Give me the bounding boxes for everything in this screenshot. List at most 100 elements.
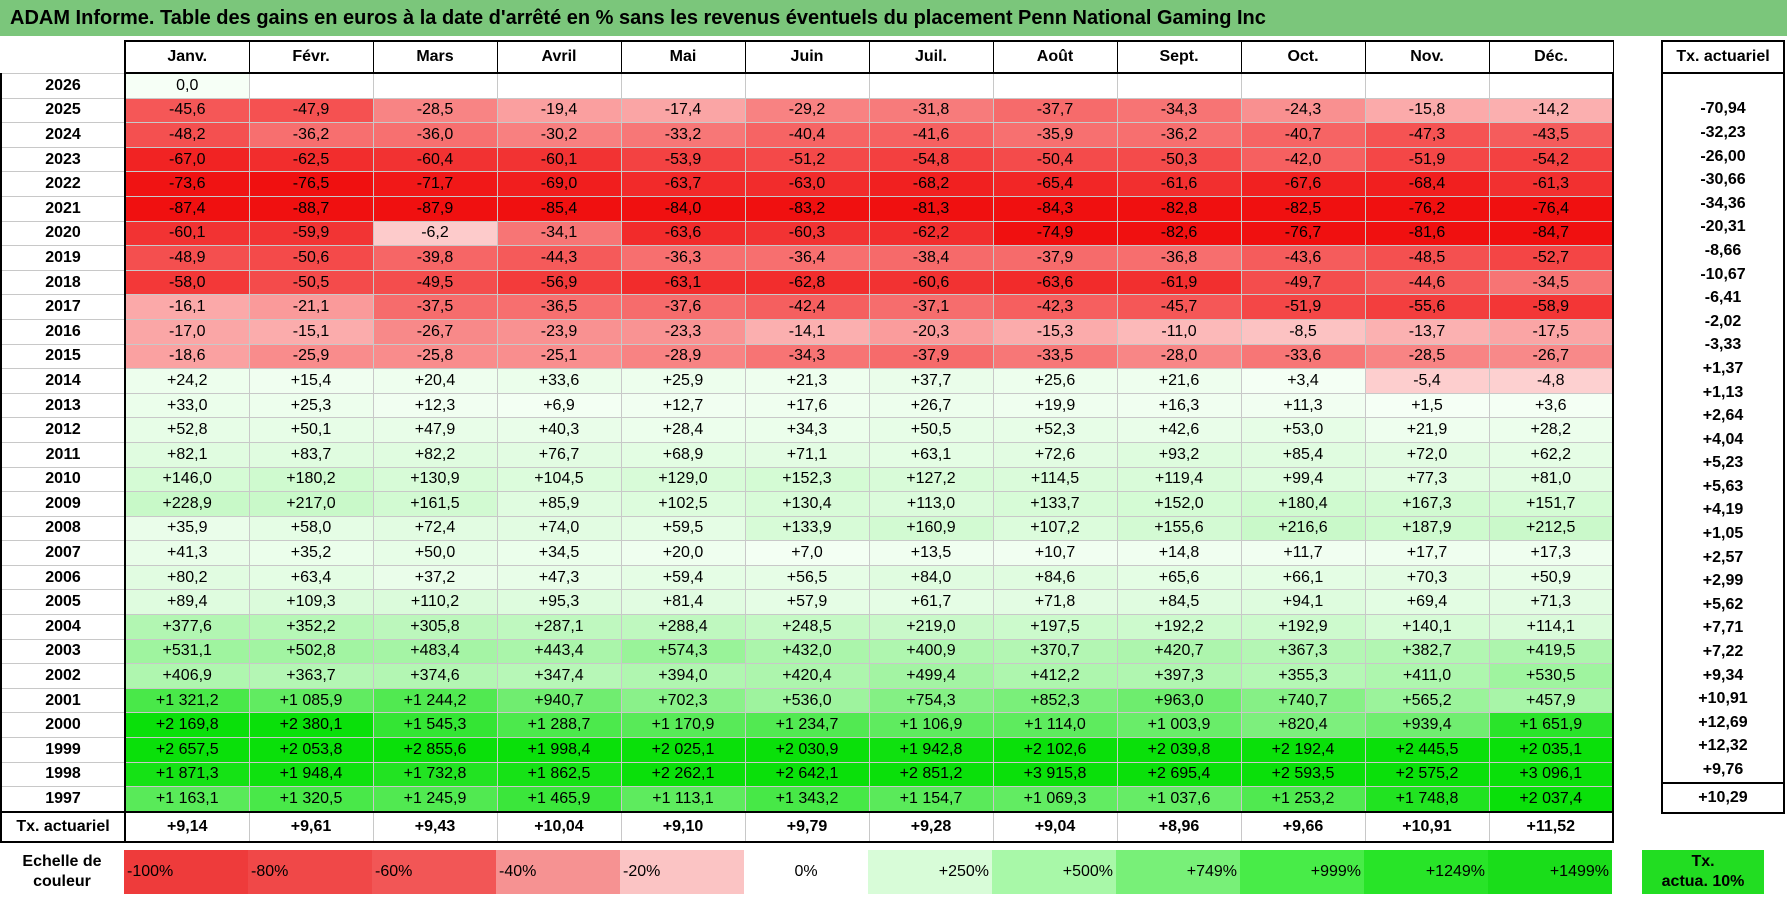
table-row: 2019 -48,9 -50,6 -39,8 -44,3 -36,3 -36,4 -38,4-… [0,245,1614,271]
gain-cell: +2 445,5 [1364,737,1490,763]
gain-cell: +939,4 [1364,712,1490,739]
gain-cell: -60,6 [868,269,994,296]
tx-cell: +2,64 [1661,404,1785,428]
gain-cell: -74,9 [992,220,1118,247]
table-row: 1997 +1 163,1 +1 320,5 +1 245,9 +1 465,9 +1 1… [0,786,1614,813]
gain-cell: -45,6 [124,97,250,124]
gain-cell: +82,2 [372,441,498,468]
gain-cell [1364,72,1490,99]
gain-cell: +1 170,9 [620,712,746,739]
gain-cell: -33,2 [620,122,746,148]
summary-cell: +9,28 [868,810,994,843]
gain-cell: +382,7 [1364,638,1490,665]
tx-cell: +7,71 [1661,616,1785,641]
tx-cell: -32,23 [1661,121,1785,145]
gain-cell: -62,5 [248,146,374,173]
summary-cell: +9,66 [1240,810,1366,843]
gain-cell: +21,3 [744,368,870,394]
gain-cell: +2 053,8 [248,737,374,763]
gain-cell: +17,6 [744,392,870,419]
gain-cell: +110,2 [372,589,498,616]
gain-cell: -51,9 [1364,146,1490,173]
gain-cell: -71,7 [372,171,498,197]
table-row: 2004 +377,6 +352,2 +305,8 +287,1 +288,4 +248,5… [0,614,1614,640]
table-row: 2016 -17,0 -15,1 -26,7 -23,9 -23,3 -14,1 -20,3-… [0,318,1614,345]
tx-cell: -34,36 [1661,191,1785,216]
gain-cell: +37,2 [372,564,498,591]
gain-cell: -62,8 [744,269,870,296]
gain-cell: +62,2 [1488,441,1614,468]
gain-cell [620,72,746,99]
gain-cell: -18,6 [124,343,250,370]
gain-cell [992,72,1118,99]
year-label: 2003 [0,638,126,665]
year-label: 2004 [0,614,126,640]
gain-cell: -25,9 [248,343,374,370]
tx-cell: +2,57 [1661,545,1785,570]
gain-cell: -37,9 [992,245,1118,271]
gain-cell: -73,6 [124,171,250,197]
gain-cell: +59,4 [620,564,746,591]
gain-cell [1240,72,1366,99]
gain-cell: +52,8 [124,417,250,443]
gain-cell: +187,9 [1364,515,1490,542]
gain-cell: +155,6 [1116,515,1242,542]
gain-cell: -63,7 [620,171,746,197]
year-label: 2021 [0,195,126,222]
gain-cell: -34,1 [496,220,622,247]
gain-cell: -38,4 [868,245,994,271]
gain-cell: +419,5 [1488,638,1614,665]
gain-cell: +61,7 [868,589,994,616]
gain-cell: -87,4 [124,195,250,222]
year-label: 2012 [0,417,126,443]
gain-cell: +114,1 [1488,614,1614,640]
table-row: 2009 +228,9 +217,0 +161,5 +85,9 +102,5 +130,4 +… [0,491,1614,517]
gain-cell: -76,5 [248,171,374,197]
gain-cell: -42,0 [1240,146,1366,173]
gain-cell [1116,72,1242,99]
gain-cell: -67,0 [124,146,250,173]
year-label: 2024 [0,122,126,148]
legend-swatch: 0% [744,850,868,894]
gains-table: Janv. Févr. Mars Avril Mai Juin Juil. Août Sept.… [0,40,1614,843]
gain-cell: -23,9 [496,318,622,345]
gain-cell: +37,7 [868,368,994,394]
gain-cell: -49,7 [1240,269,1366,296]
gain-cell: +71,8 [992,589,1118,616]
month-header: Août [992,40,1118,74]
year-label: 2008 [0,515,126,542]
year-label: 2015 [0,343,126,370]
gain-cell: +133,7 [992,491,1118,517]
gain-cell: -36,2 [1116,122,1242,148]
gain-cell: +69,4 [1364,589,1490,616]
year-label: 2026 [0,72,126,99]
gain-cell: -60,1 [496,146,622,173]
gain-cell: +109,3 [248,589,374,616]
gain-cell: +6,9 [496,392,622,419]
gain-cell: -59,9 [248,220,374,247]
gain-cell: +377,6 [124,614,250,640]
gain-cell: +35,2 [248,540,374,566]
gain-cell: -60,4 [372,146,498,173]
gain-cell: +3 915,8 [992,761,1118,788]
summary-cell: +9,14 [124,810,250,843]
gain-cell: -24,3 [1240,97,1366,124]
table-row: 2017 -16,1 -21,1 -37,5 -36,5 -37,6 -42,4 -37,1-… [0,294,1614,320]
tx-cell: +1,05 [1661,522,1785,546]
gain-cell: +80,2 [124,564,250,591]
gain-cell: -30,2 [496,122,622,148]
gain-cell: +3,4 [1240,368,1366,394]
month-header: Avril [496,40,622,74]
summary-row: Tx. actuariel +9,14 +9,61 +9,43 +10,04 +9,10 +… [0,810,1614,843]
gain-cell: -54,8 [868,146,994,173]
gain-cell: -51,2 [744,146,870,173]
gain-cell: +2 642,1 [744,761,870,788]
gain-cell: +288,4 [620,614,746,640]
gain-cell: +754,3 [868,687,994,714]
gain-cell: -15,1 [248,318,374,345]
gain-cell: -14,2 [1488,97,1614,124]
gain-cell: -33,5 [992,343,1118,370]
year-label: 2019 [0,245,126,271]
month-header: Sept. [1116,40,1242,74]
gain-cell: +81,0 [1488,466,1614,493]
